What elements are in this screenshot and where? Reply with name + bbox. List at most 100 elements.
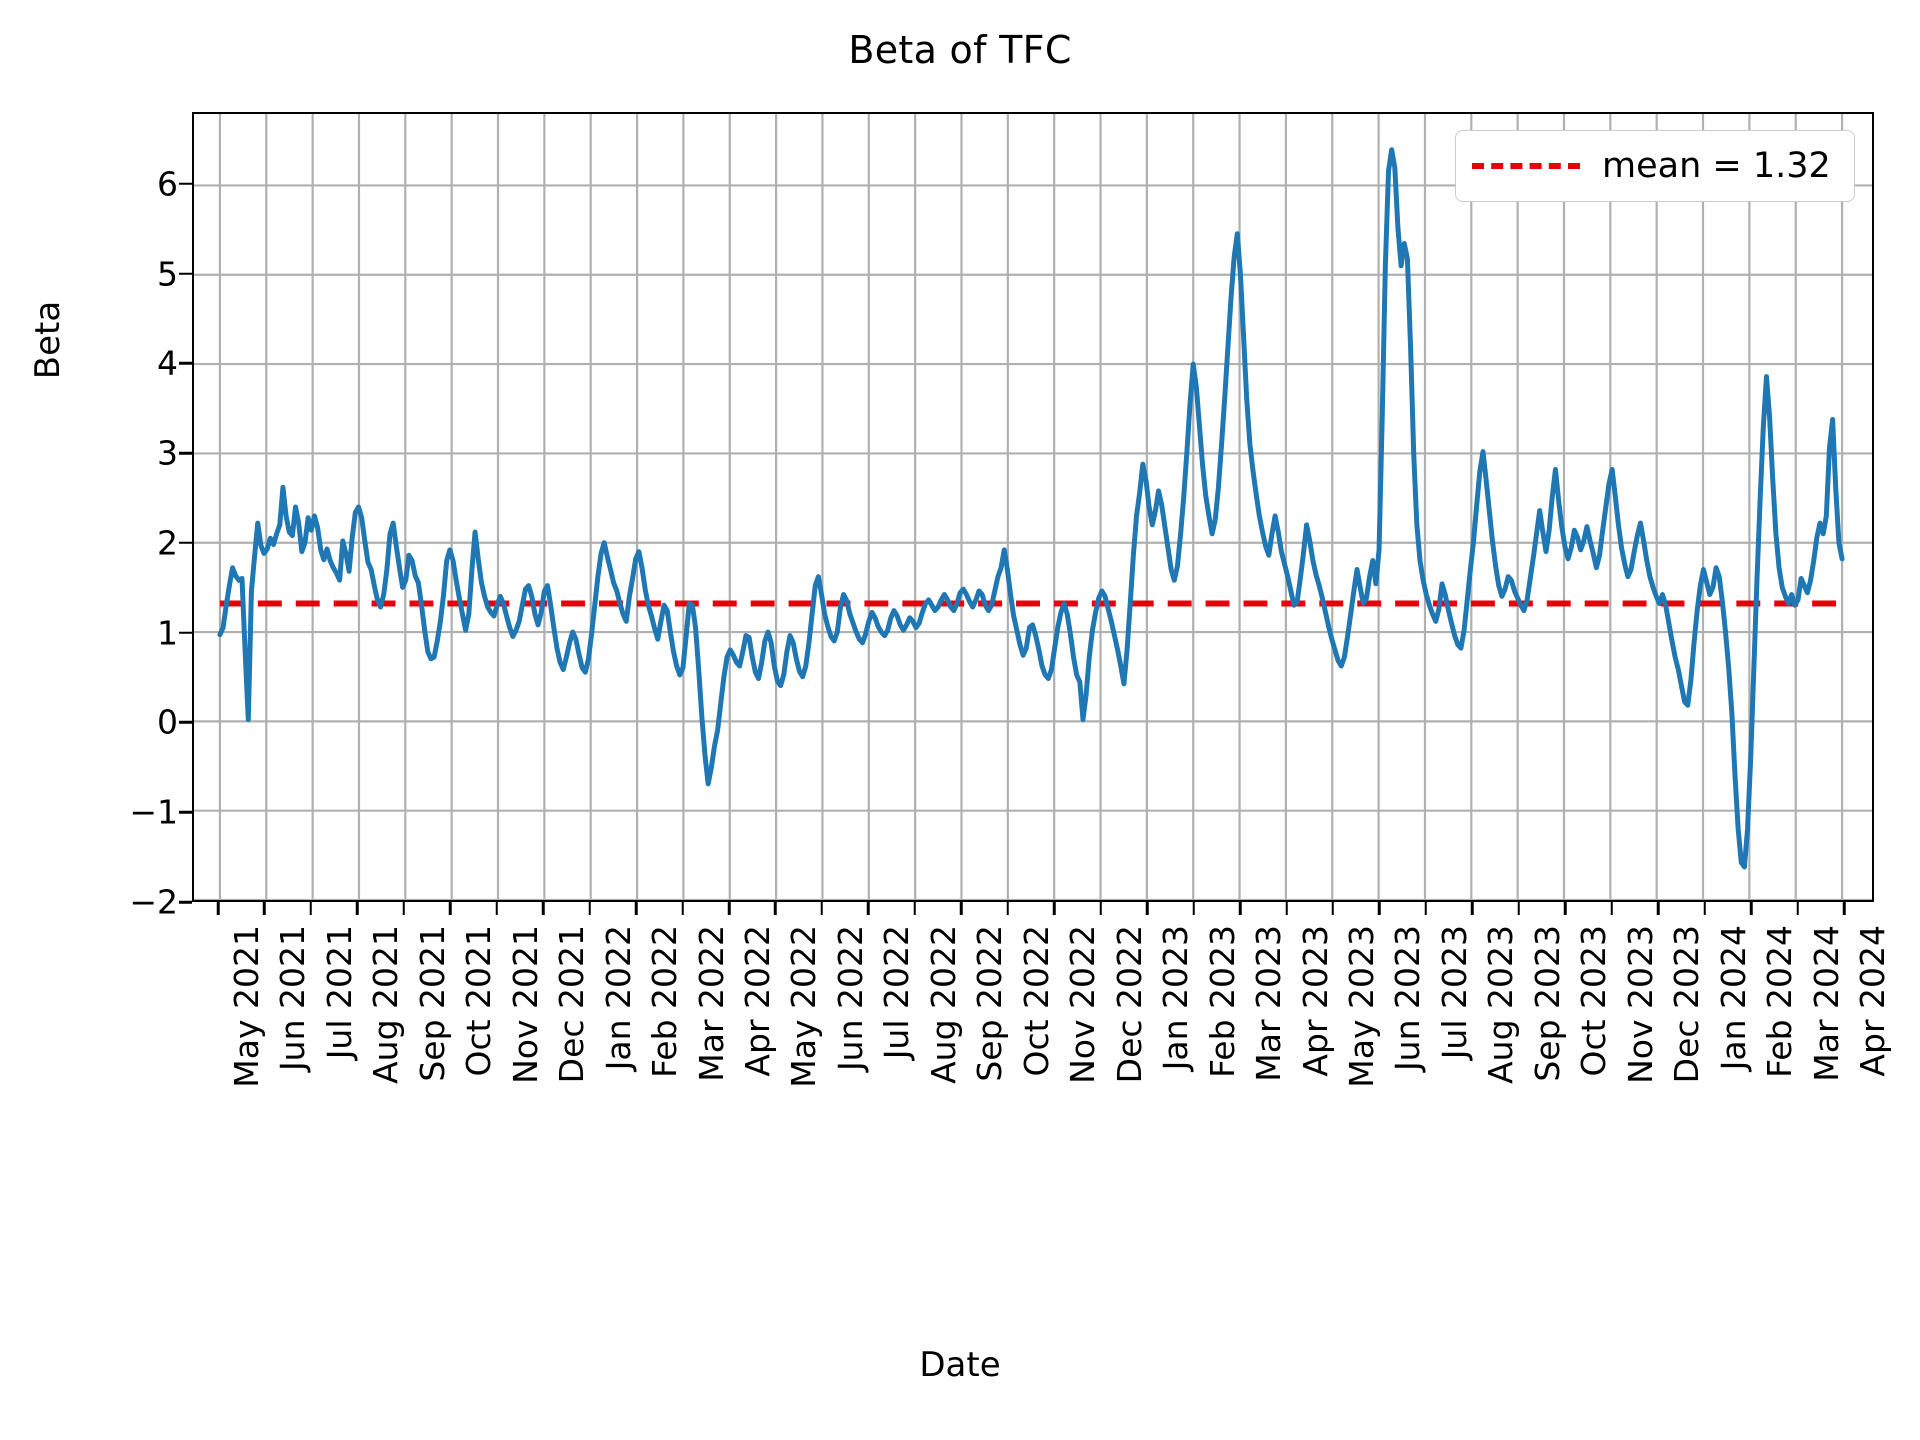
y-axis-label: Beta [28, 300, 68, 380]
y-tick-label: −1 [129, 792, 178, 832]
grid-lines [194, 114, 1872, 900]
x-tick-mark [1378, 902, 1381, 915]
y-tick-mark [179, 182, 192, 186]
x-tick-label: Apr 2023 [1295, 925, 1335, 1077]
x-tick-label: Sep 2022 [970, 925, 1010, 1082]
y-tick-mark [179, 362, 192, 365]
x-tick-mark [541, 902, 545, 915]
y-tick-label: 6 [157, 164, 178, 204]
x-tick-label: Jun 2022 [830, 925, 870, 1072]
y-tick-mark [179, 451, 192, 455]
x-tick-label: Nov 2022 [1063, 925, 1103, 1084]
x-tick-mark [1424, 902, 1428, 915]
x-tick-mark [1471, 902, 1474, 915]
legend[interactable]: mean = 1.32 [1455, 130, 1855, 202]
y-tick-mark [179, 631, 192, 634]
legend-mean-label: mean = 1.32 [1602, 146, 1831, 186]
x-tick-label: Mar 2022 [691, 925, 731, 1082]
y-tick-label: 0 [157, 702, 178, 742]
plot-svg [194, 114, 1872, 900]
x-tick-mark [1703, 902, 1706, 915]
chart-title: Beta of TFC [848, 28, 1072, 72]
x-tick-mark [1564, 902, 1567, 915]
x-tick-label: May 2021 [227, 925, 266, 1088]
x-tick-label: Oct 2022 [1016, 925, 1056, 1077]
x-tick-label: Dec 2022 [1109, 925, 1149, 1084]
x-tick-mark [356, 902, 359, 915]
x-tick-mark [1517, 902, 1521, 915]
x-tick-mark [681, 902, 684, 915]
x-tick-mark [774, 902, 777, 915]
x-tick-mark [1052, 902, 1056, 915]
x-tick-mark [1656, 902, 1660, 915]
x-tick-label: Mar 2024 [1806, 925, 1846, 1082]
x-tick-label: Aug 2021 [366, 925, 406, 1084]
x-tick-mark [263, 902, 266, 915]
x-tick-label: Oct 2023 [1574, 925, 1614, 1077]
x-tick-label: Apr 2022 [738, 925, 778, 1077]
x-tick-mark [913, 902, 917, 915]
x-tick-mark [867, 902, 870, 915]
y-tick-mark [179, 272, 192, 275]
x-tick-mark [1145, 902, 1149, 915]
x-tick-mark [1099, 902, 1102, 915]
x-tick-label: May 2023 [1341, 925, 1381, 1088]
legend-mean-dash-icon [1472, 163, 1580, 169]
x-tick-mark [1192, 902, 1195, 915]
plot-area [192, 112, 1874, 902]
x-tick-mark [1006, 902, 1010, 915]
x-tick-label: Feb 2023 [1202, 925, 1242, 1078]
x-tick-label: Jul 2023 [1434, 925, 1474, 1060]
y-tick-label: 3 [157, 433, 178, 473]
x-tick-label: Apr 2024 [1853, 925, 1892, 1077]
x-tick-label: Mar 2023 [1249, 925, 1289, 1082]
x-tick-label: Dec 2021 [552, 925, 592, 1084]
x-tick-mark [1238, 902, 1242, 915]
beta-series-line [217, 147, 1845, 870]
x-tick-mark [495, 902, 498, 915]
x-tick-mark [588, 902, 591, 915]
x-tick-label: Jan 2023 [1156, 925, 1196, 1071]
x-tick-label: Jun 2021 [273, 925, 313, 1072]
x-tick-mark [1749, 902, 1753, 915]
x-tick-mark [727, 902, 731, 915]
y-tick-label: 4 [157, 343, 178, 383]
y-tick-label: 5 [157, 254, 178, 294]
x-tick-label: May 2022 [784, 925, 824, 1088]
x-tick-mark [1331, 902, 1335, 915]
x-tick-mark [634, 902, 638, 915]
x-tick-label: Jun 2023 [1388, 925, 1428, 1072]
x-tick-mark [1796, 902, 1799, 915]
x-tick-label: Aug 2022 [923, 925, 963, 1084]
x-tick-mark [449, 902, 452, 915]
x-tick-label: Sep 2021 [412, 925, 452, 1082]
x-tick-mark [1610, 902, 1613, 915]
x-tick-label: Jan 2024 [1713, 925, 1753, 1071]
x-tick-mark [1842, 902, 1846, 915]
x-tick-label: Dec 2023 [1667, 925, 1707, 1084]
x-tick-label: Feb 2024 [1760, 925, 1800, 1078]
x-tick-label: Aug 2023 [1481, 925, 1521, 1084]
y-tick-mark [179, 900, 192, 904]
x-tick-mark [820, 902, 824, 915]
x-tick-mark [960, 902, 963, 915]
x-tick-label: Jan 2022 [598, 925, 638, 1071]
y-tick-mark [179, 810, 192, 814]
x-tick-mark [309, 902, 313, 915]
y-tick-label: −2 [129, 882, 178, 922]
x-tick-label: Nov 2023 [1620, 925, 1660, 1084]
y-tick-label: 1 [157, 613, 178, 653]
x-tick-label: Nov 2021 [505, 925, 545, 1084]
x-tick-label: Jul 2021 [319, 925, 359, 1060]
y-tick-label: 2 [157, 523, 178, 563]
x-tick-mark [402, 902, 406, 915]
x-axis-label: Date [919, 1345, 1001, 1385]
y-tick-mark [179, 721, 192, 724]
x-tick-label: Sep 2023 [1527, 925, 1567, 1082]
x-tick-label: Oct 2021 [459, 925, 499, 1077]
y-tick-mark [179, 541, 192, 545]
x-tick-mark [1285, 902, 1288, 915]
x-tick-label: Feb 2022 [645, 925, 685, 1078]
x-tick-label: Jul 2022 [877, 925, 917, 1060]
